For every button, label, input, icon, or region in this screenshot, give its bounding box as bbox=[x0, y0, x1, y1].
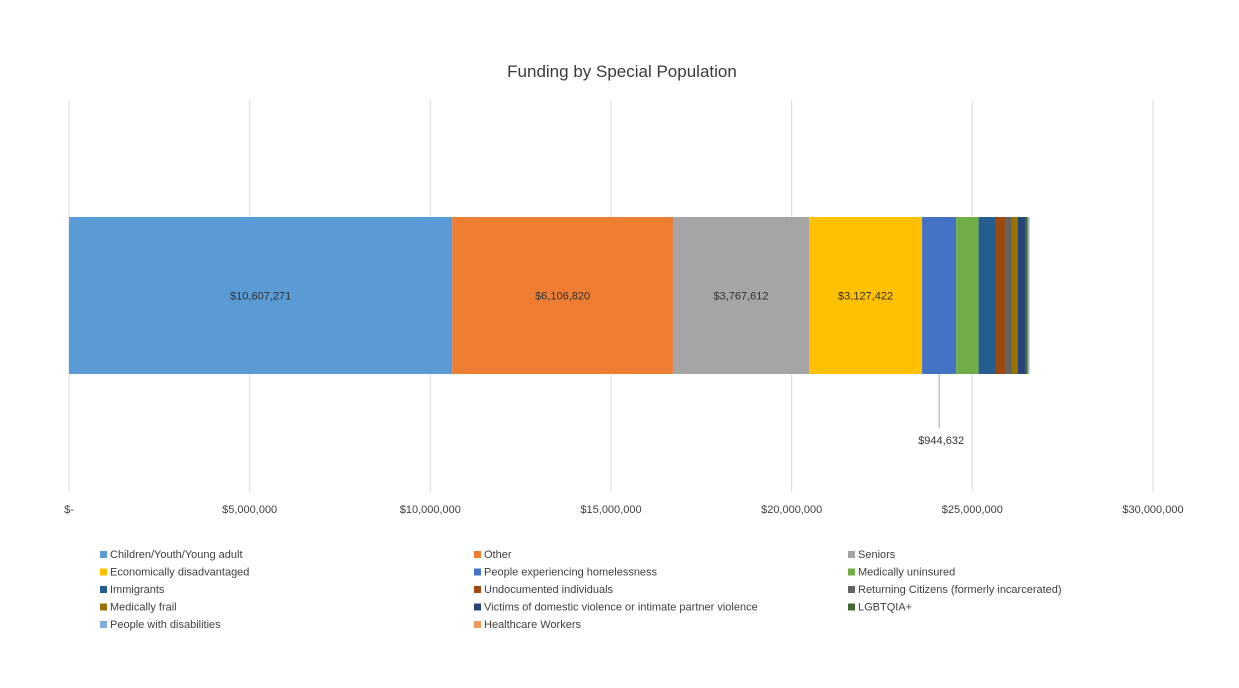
legend-swatch bbox=[848, 603, 855, 611]
bar-segment bbox=[809, 217, 923, 374]
x-tick-label: $20,000,000 bbox=[761, 504, 822, 516]
legend: Children/Youth/Young adult Other Seniors Ec… bbox=[100, 549, 1062, 631]
legend-entry: People experiencing homelessness bbox=[484, 567, 658, 579]
legend-entry: Healthcare Workers bbox=[484, 619, 581, 631]
bar-segment bbox=[1028, 217, 1030, 374]
legend-entry: Seniors bbox=[858, 549, 896, 561]
legend-entry: Medically uninsured bbox=[858, 567, 955, 579]
bar-segment bbox=[1017, 217, 1026, 374]
legend-swatch bbox=[848, 568, 855, 576]
data-label: $944,632 bbox=[918, 435, 964, 447]
legend-entry: Other bbox=[484, 549, 512, 561]
data-labels: $10,607,271 $6,106,820 $3,767,612 $3,127,42… bbox=[230, 291, 964, 448]
legend-swatch bbox=[474, 621, 481, 628]
x-tick-label: $25,000,000 bbox=[942, 504, 1003, 516]
bar-segment bbox=[1004, 217, 1012, 374]
bar-segment bbox=[978, 217, 996, 374]
chart-title: Funding by Special Population bbox=[507, 62, 737, 81]
bar-segment bbox=[452, 217, 673, 374]
legend-entry: Immigrants bbox=[110, 584, 165, 596]
legend-swatch bbox=[100, 586, 107, 593]
legend-entry: People with disabilities bbox=[110, 619, 221, 631]
bar-segment bbox=[995, 217, 1005, 374]
legend-entry: Undocumented individuals bbox=[484, 584, 614, 596]
legend-swatch bbox=[848, 551, 855, 558]
legend-swatch bbox=[100, 603, 107, 611]
bar-segment bbox=[672, 217, 810, 374]
legend-swatch bbox=[474, 568, 481, 576]
x-tick-label: $5,000,000 bbox=[222, 504, 277, 516]
legend-swatch bbox=[474, 586, 481, 593]
bar-segment bbox=[1027, 217, 1029, 374]
bar-segment bbox=[956, 217, 979, 374]
data-label: $3,767,612 bbox=[713, 291, 768, 303]
bar-segment bbox=[922, 217, 957, 374]
legend-entry: Economically disadvantaged bbox=[110, 567, 249, 579]
bar-segment bbox=[1011, 217, 1018, 374]
stacked-bar bbox=[69, 217, 1030, 374]
data-label: $10,607,271 bbox=[230, 291, 291, 303]
legend-entry: Children/Youth/Young adult bbox=[110, 549, 243, 561]
bar-segment bbox=[1025, 217, 1028, 374]
legend-swatch bbox=[848, 586, 855, 593]
legend-entry: Victims of domestic violence or intimate… bbox=[484, 602, 758, 614]
bar-segment bbox=[69, 217, 453, 374]
x-tick-label: $10,000,000 bbox=[400, 504, 461, 516]
legend-swatch bbox=[474, 603, 481, 611]
x-tick-label: $15,000,000 bbox=[580, 504, 641, 516]
data-label: $6,106,820 bbox=[535, 291, 590, 303]
legend-swatch bbox=[474, 551, 481, 558]
x-axis-ticks: $- $5,000,000 $10,000,000 $15,000,000 $20,00… bbox=[64, 504, 1183, 516]
legend-entry: LGBTQIA+ bbox=[858, 602, 912, 614]
legend-swatch bbox=[100, 621, 107, 628]
data-label: $3,127,422 bbox=[838, 291, 893, 303]
x-tick-label: $30,000,000 bbox=[1122, 504, 1183, 516]
legend-entry: Medically frail bbox=[110, 602, 177, 614]
legend-swatch bbox=[100, 551, 107, 558]
legend-entry: Returning Citizens (formerly incarcerate… bbox=[858, 584, 1062, 596]
legend-swatch bbox=[100, 568, 107, 576]
x-tick-label: $- bbox=[64, 504, 74, 516]
